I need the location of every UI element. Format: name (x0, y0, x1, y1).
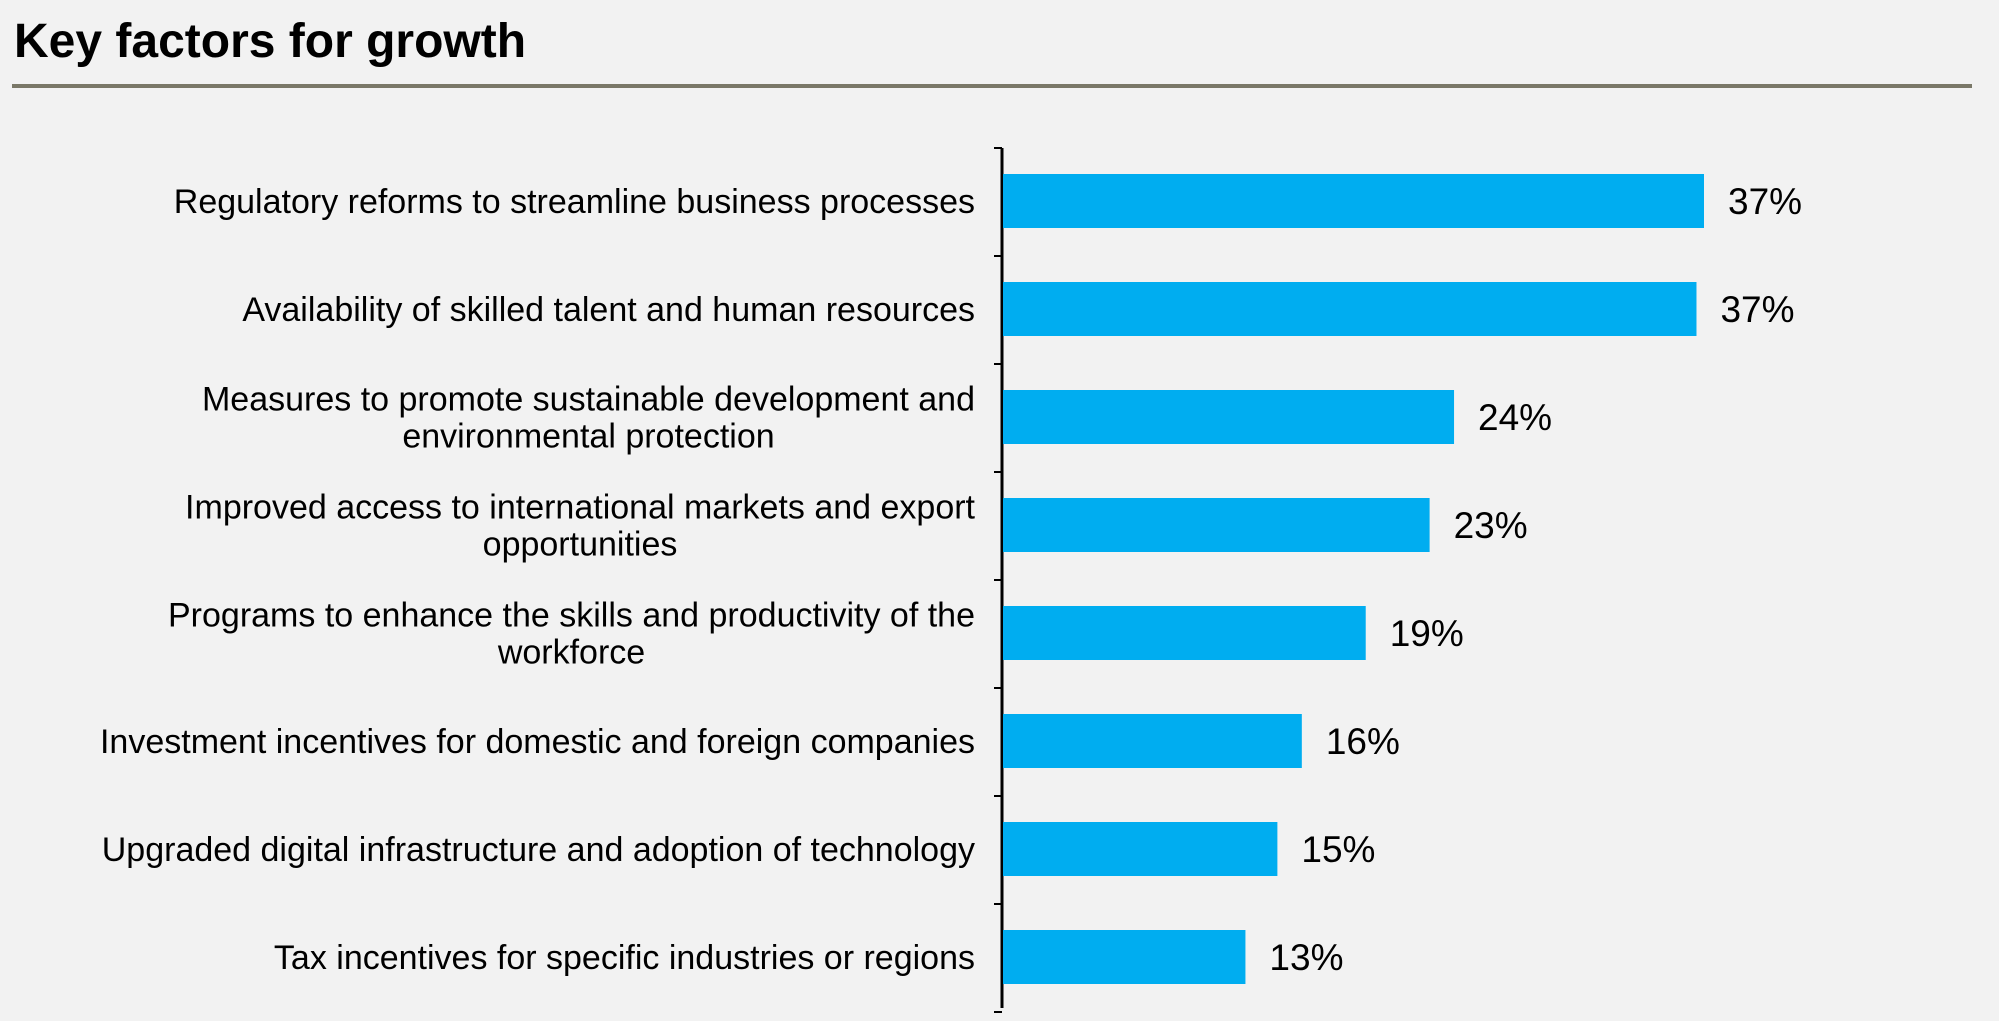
category-label: Tax incentives for specific industries o… (274, 939, 975, 977)
category-label: Upgraded digital infrastructure and adop… (102, 831, 975, 869)
bar (1003, 390, 1455, 444)
category-label: Improved access to international markets… (185, 489, 976, 564)
data-label: 15% (1301, 829, 1375, 870)
category-label: Regulatory reforms to streamline busines… (174, 183, 975, 221)
data-label: 37% (1728, 181, 1802, 222)
data-label: 13% (1269, 937, 1343, 978)
category-label: Programs to enhance the skills and produ… (168, 597, 975, 672)
data-label: 37% (1720, 289, 1794, 330)
bar (1003, 714, 1302, 768)
bar (1003, 606, 1366, 660)
data-label: 19% (1390, 613, 1464, 654)
category-label: Availability of skilled talent and human… (242, 291, 975, 329)
data-label: 23% (1454, 505, 1528, 546)
category-label: Investment incentives for domestic and f… (100, 723, 975, 761)
category-label: Measures to promote sustainable developm… (202, 381, 975, 456)
bar (1003, 930, 1246, 984)
title-divider (12, 84, 1972, 88)
bar (1003, 282, 1697, 336)
data-label: 16% (1326, 721, 1400, 762)
data-label: 24% (1478, 397, 1552, 438)
page-title: Key factors for growth (14, 15, 527, 68)
bar (1003, 174, 1704, 228)
bar (1003, 498, 1430, 552)
bar (1003, 822, 1278, 876)
